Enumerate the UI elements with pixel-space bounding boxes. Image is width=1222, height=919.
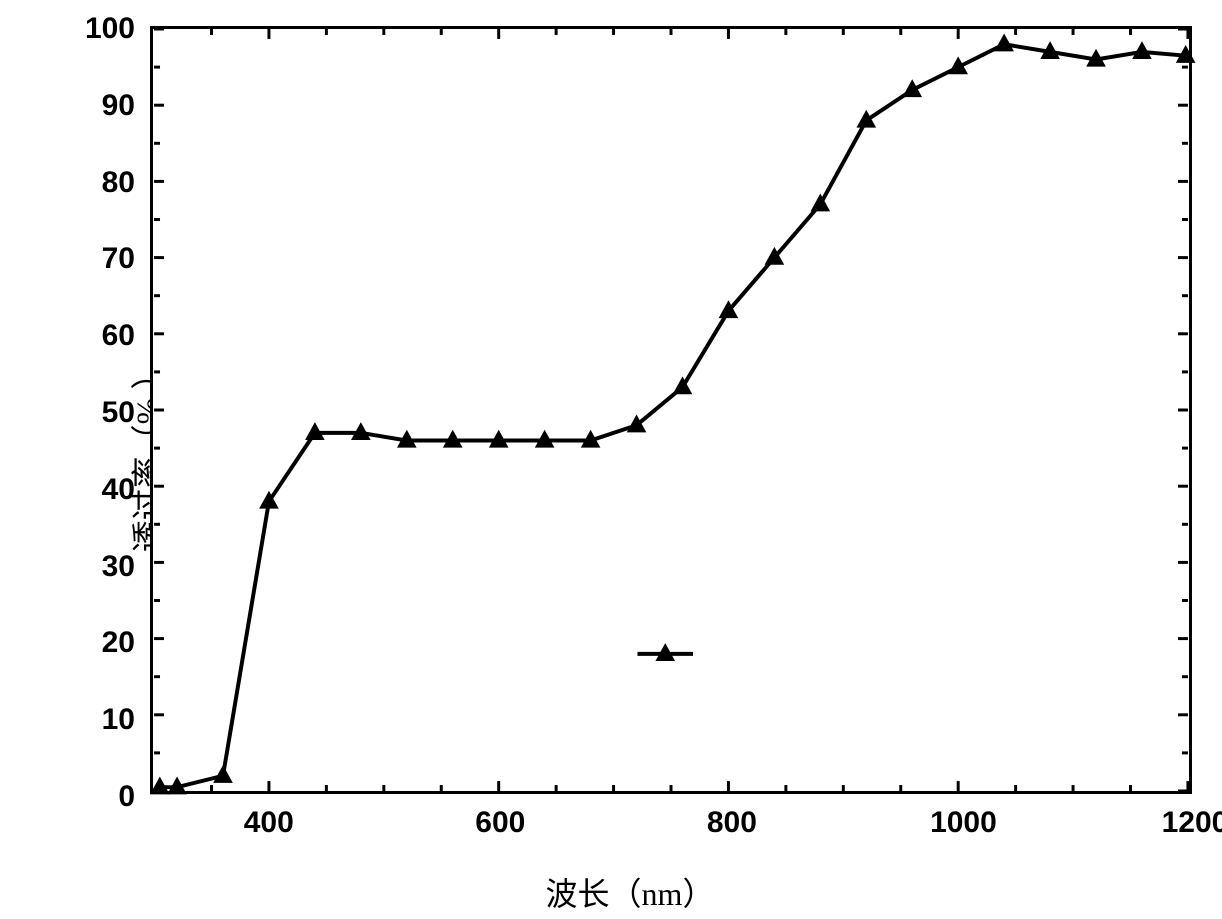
y-tick-label: 50 <box>102 396 135 430</box>
triangle-marker <box>811 194 831 212</box>
plot-area: 010203040506070809010040060080010001200 <box>150 26 1192 794</box>
x-tick-label: 600 <box>475 806 525 840</box>
x-tick-label: 1200 <box>1162 806 1222 840</box>
y-tick-label: 80 <box>102 166 135 200</box>
x-tick-label: 800 <box>707 806 757 840</box>
y-tick-label: 10 <box>102 703 135 737</box>
x-tick-label: 400 <box>244 806 294 840</box>
y-tick-label: 60 <box>102 319 135 353</box>
triangle-marker <box>856 110 876 128</box>
y-tick-label: 20 <box>102 626 135 660</box>
x-tick-label: 1000 <box>930 806 997 840</box>
triangle-marker <box>1132 41 1152 59</box>
y-tick-label: 90 <box>102 89 135 123</box>
chart-svg <box>153 29 1189 791</box>
triangle-marker <box>994 34 1014 52</box>
y-tick-label: 70 <box>102 242 135 276</box>
data-line <box>160 44 1186 787</box>
chart-container: 透过率（%.） 波长（nm） 0102030405060708090100400… <box>60 20 1200 890</box>
x-axis-label: 波长（nm） <box>546 869 715 915</box>
triangle-marker <box>213 765 233 783</box>
y-tick-label: 30 <box>102 550 135 584</box>
y-tick-label: 0 <box>118 780 135 814</box>
y-tick-label: 40 <box>102 473 135 507</box>
y-tick-label: 100 <box>85 12 135 46</box>
